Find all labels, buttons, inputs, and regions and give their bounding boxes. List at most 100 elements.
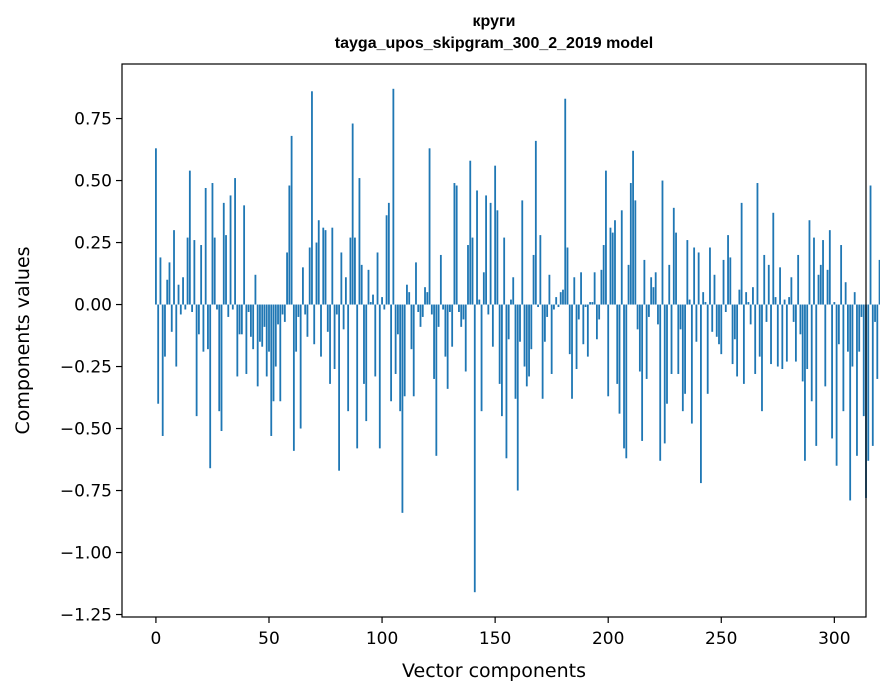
bar — [489, 202, 492, 305]
bar — [340, 252, 343, 305]
bar — [851, 304, 854, 367]
bar — [396, 304, 399, 335]
bar — [315, 242, 318, 305]
bar — [302, 267, 304, 305]
bar — [844, 282, 847, 305]
bar — [485, 195, 487, 305]
y-axis-label: Components values — [12, 246, 34, 434]
bar — [629, 183, 632, 305]
bar — [313, 304, 316, 345]
bar — [505, 304, 508, 459]
bar — [611, 232, 614, 305]
bar — [290, 135, 293, 305]
bar — [559, 292, 562, 305]
bar — [487, 304, 490, 315]
bar — [376, 252, 379, 305]
bar — [833, 302, 836, 305]
bar — [519, 304, 521, 342]
bar — [177, 284, 180, 305]
bar — [256, 304, 259, 387]
bar — [446, 304, 449, 389]
bar — [182, 277, 184, 305]
bar — [439, 254, 442, 305]
bar — [659, 304, 662, 461]
bar — [580, 272, 582, 305]
bar — [442, 304, 445, 310]
bar — [288, 185, 291, 305]
bar — [790, 277, 793, 305]
bar — [697, 252, 700, 305]
bar — [652, 287, 655, 305]
bar — [530, 304, 533, 350]
bar — [528, 304, 530, 377]
bar — [473, 304, 476, 593]
bar — [815, 304, 818, 446]
bar — [437, 304, 440, 327]
bar — [824, 304, 827, 387]
x-tick-label: 150 — [479, 629, 511, 649]
bar — [867, 304, 870, 461]
bar — [525, 304, 528, 387]
bar — [306, 304, 309, 337]
bar — [168, 262, 171, 305]
bar — [785, 304, 788, 362]
bar — [476, 190, 478, 305]
bar — [808, 220, 811, 305]
y-tick-label: 0.75 — [74, 110, 112, 130]
bar — [193, 240, 196, 305]
bar — [781, 304, 784, 370]
bar — [292, 304, 295, 451]
bar — [311, 91, 313, 305]
bar — [433, 304, 435, 379]
bar — [218, 304, 221, 412]
bar — [718, 304, 720, 345]
bar — [709, 247, 711, 305]
bar — [582, 304, 585, 345]
bar — [761, 304, 763, 412]
bar — [672, 207, 675, 305]
bar — [209, 304, 212, 469]
bar — [482, 272, 485, 305]
bar — [835, 304, 838, 466]
bar — [186, 237, 189, 305]
bar — [372, 294, 374, 305]
bar — [729, 257, 732, 305]
bar — [347, 304, 350, 412]
bar — [426, 292, 429, 305]
bar — [229, 195, 232, 305]
bar — [308, 247, 311, 305]
bar — [272, 304, 275, 402]
y-tick-label: −1.25 — [60, 606, 112, 626]
bar — [261, 304, 264, 347]
bar — [663, 304, 666, 444]
bar — [222, 202, 225, 305]
bar — [742, 304, 745, 384]
bar — [421, 304, 424, 317]
bar — [403, 304, 406, 397]
bar — [338, 304, 340, 471]
bar — [227, 304, 230, 317]
bar — [455, 185, 458, 305]
bar — [774, 297, 777, 305]
bar — [600, 269, 603, 305]
bar — [521, 200, 524, 305]
bar — [589, 302, 592, 305]
bar — [331, 227, 334, 305]
bar — [605, 170, 607, 305]
bar — [211, 183, 214, 305]
chart-subtitle: tayga_upos_skipgram_300_2_2019 model — [334, 35, 654, 52]
bar — [161, 304, 164, 436]
bar — [406, 284, 408, 305]
bar — [498, 304, 501, 384]
bar — [191, 304, 194, 312]
bar — [381, 297, 383, 305]
bar — [354, 237, 356, 305]
bar — [358, 178, 361, 305]
y-tick-label: −0.75 — [60, 482, 112, 502]
bar — [363, 304, 365, 384]
y-tick-label: 0.00 — [74, 296, 112, 316]
bar — [799, 304, 802, 335]
bar — [512, 277, 515, 305]
x-tick-label: 200 — [592, 629, 624, 649]
